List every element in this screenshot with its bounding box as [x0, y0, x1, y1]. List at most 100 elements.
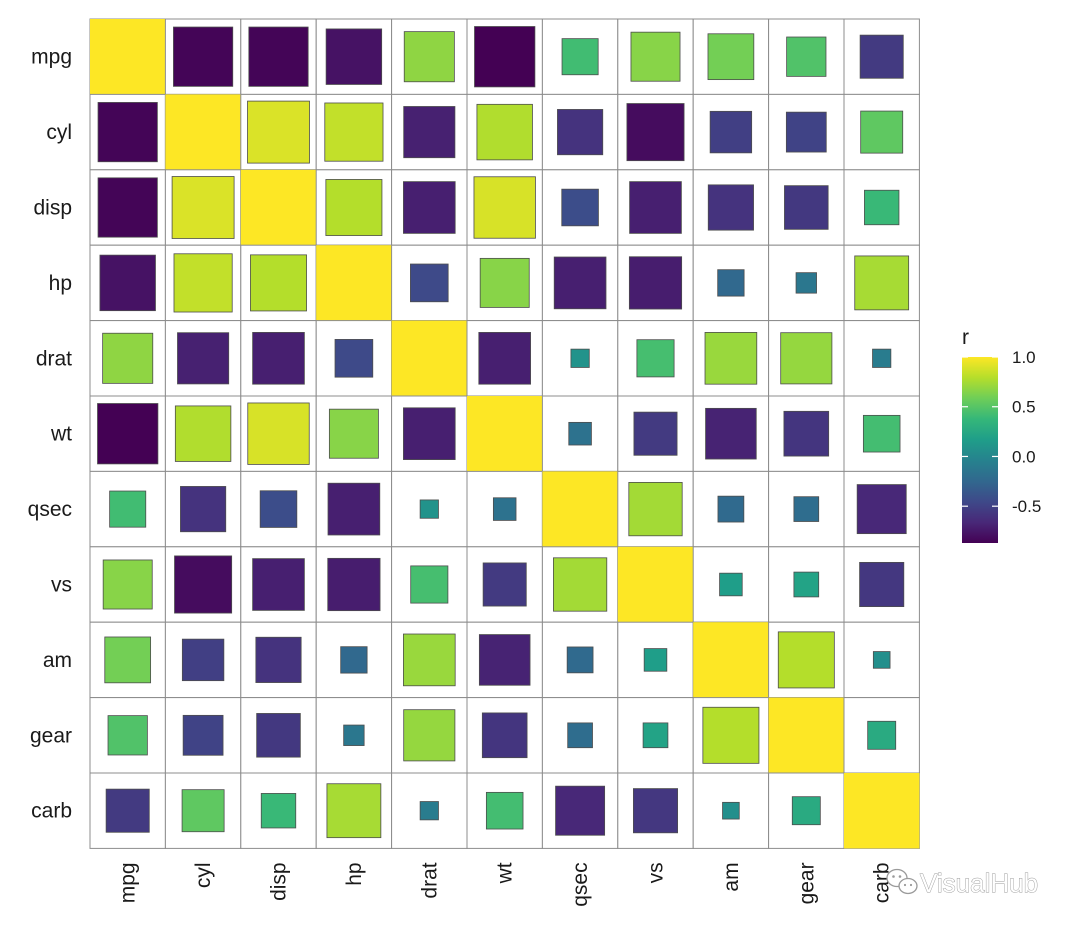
- heatmap-cell-wt-vs: [617, 395, 694, 472]
- correlation-tile: [485, 791, 524, 830]
- correlation-tile: [561, 188, 599, 227]
- correlation-tile: [403, 633, 456, 687]
- heatmap-cell-cyl-hp: [315, 93, 393, 171]
- heatmap-cell-qsec-wt: [466, 470, 543, 548]
- heatmap-cell-gear-gear: [768, 697, 845, 774]
- heatmap-cell-am-cyl: [164, 621, 242, 699]
- heatmap-cell-drat-vs: [617, 320, 694, 397]
- correlation-tile: [316, 245, 392, 321]
- heatmap-cell-disp-mpg: [89, 169, 166, 246]
- heatmap-cell-cyl-mpg: [89, 93, 166, 171]
- correlation-tile: [784, 185, 829, 230]
- correlation-tile: [240, 169, 317, 246]
- correlation-tile: [872, 348, 892, 368]
- legend-tick-label: 0.0: [1012, 447, 1036, 466]
- correlation-tile: [334, 339, 374, 378]
- correlation-tile: [859, 34, 904, 79]
- legend-tick-label: -0.5: [1012, 497, 1041, 516]
- correlation-tile: [328, 408, 379, 459]
- heatmap-cell-gear-hp: [315, 697, 393, 774]
- correlation-tile: [561, 38, 599, 76]
- heatmap-cell-vs-cyl: [164, 546, 242, 623]
- correlation-tile: [542, 471, 618, 547]
- correlation-tile: [717, 269, 745, 297]
- heatmap-cell-wt-wt: [466, 395, 543, 472]
- watermark-text: VisualHub: [920, 868, 1038, 898]
- correlation-tile: [410, 565, 449, 604]
- x-tick-label: drat: [418, 862, 441, 898]
- correlation-tile: [102, 332, 154, 384]
- heatmap-cell-vs-hp: [315, 546, 393, 623]
- heatmap-cell-carb-carb: [843, 772, 920, 849]
- correlation-tile: [105, 788, 150, 833]
- heatmap-cell-drat-drat: [391, 320, 468, 397]
- heatmap-cell-disp-gear: [768, 169, 845, 246]
- heatmap-cell-drat-mpg: [89, 320, 166, 397]
- correlation-tile: [340, 646, 368, 674]
- heatmap-cell-wt-am: [692, 395, 770, 472]
- heatmap-cell-qsec-gear: [768, 470, 845, 548]
- heatmap-cell-carb-wt: [466, 772, 543, 849]
- x-tick-label: vs: [645, 862, 668, 883]
- correlation-tile: [705, 407, 757, 460]
- heatmap-cell-carb-cyl: [164, 772, 242, 849]
- correlation-tile: [97, 403, 159, 465]
- correlation-tile: [854, 255, 910, 311]
- heatmap-cell-qsec-cyl: [164, 470, 242, 548]
- correlation-tile: [173, 253, 233, 313]
- heatmap-cell-disp-carb: [843, 169, 920, 246]
- heatmap-cell-cyl-carb: [843, 93, 920, 171]
- x-tick-label: am: [720, 862, 743, 891]
- heatmap-cell-carb-hp: [315, 772, 393, 849]
- heatmap-cell-hp-carb: [843, 244, 920, 322]
- heatmap-cell-cyl-vs: [617, 93, 694, 171]
- y-tick-label: cyl: [46, 121, 72, 144]
- correlation-tile: [419, 801, 439, 821]
- legend-tick-label: 0.5: [1012, 398, 1036, 417]
- x-tick-label: wt: [494, 862, 517, 884]
- correlation-tile: [707, 184, 754, 231]
- correlation-tile: [410, 263, 449, 303]
- plot-panel: [89, 18, 920, 849]
- y-tick-label: gear: [30, 724, 72, 747]
- correlation-tile: [479, 257, 530, 308]
- x-tick-label: cyl: [192, 862, 215, 888]
- correlation-tile: [785, 111, 827, 153]
- heatmap-cell-drat-disp: [240, 320, 317, 397]
- heatmap-cell-wt-drat: [391, 395, 468, 472]
- y-tick-label: hp: [49, 272, 72, 295]
- heatmap-cell-gear-disp: [240, 697, 317, 774]
- correlation-tile: [702, 706, 760, 764]
- heatmap-cell-drat-qsec: [541, 320, 619, 397]
- heatmap-cell-hp-cyl: [164, 244, 242, 322]
- correlation-tile: [327, 557, 381, 612]
- correlation-tile: [566, 646, 594, 674]
- correlation-tile: [181, 638, 225, 682]
- correlation-tile: [492, 497, 517, 521]
- correlation-tile: [719, 572, 743, 597]
- y-tick-label: carb: [31, 800, 72, 823]
- heatmap-cell-am-qsec: [541, 621, 619, 699]
- heatmap-cell-disp-hp: [315, 169, 393, 246]
- heatmap-cell-mpg-hp: [315, 18, 393, 95]
- correlation-tile: [557, 109, 604, 156]
- heatmap-cell-am-carb: [843, 621, 920, 699]
- correlation-tile: [617, 546, 694, 623]
- heatmap-cell-hp-qsec: [541, 244, 619, 322]
- correlation-tile: [180, 486, 227, 533]
- correlation-tile: [864, 189, 900, 226]
- correlation-tile: [783, 410, 830, 457]
- color-legend: r 1.0 0.5 0.0 -0.5: [962, 326, 1041, 543]
- correlation-tile: [482, 562, 527, 607]
- heatmap-cell-gear-wt: [466, 697, 543, 774]
- correlation-tile: [568, 421, 592, 446]
- correlation-tile: [795, 272, 817, 294]
- heatmap-cell-wt-cyl: [164, 395, 242, 472]
- correlation-tile: [709, 110, 753, 154]
- correlation-tile: [791, 796, 821, 826]
- heatmap-cell-cyl-am: [692, 93, 770, 171]
- y-tick-label: vs: [51, 574, 72, 597]
- y-tick-label: am: [43, 649, 72, 672]
- correlation-tile: [174, 405, 232, 462]
- correlation-tile: [256, 713, 301, 758]
